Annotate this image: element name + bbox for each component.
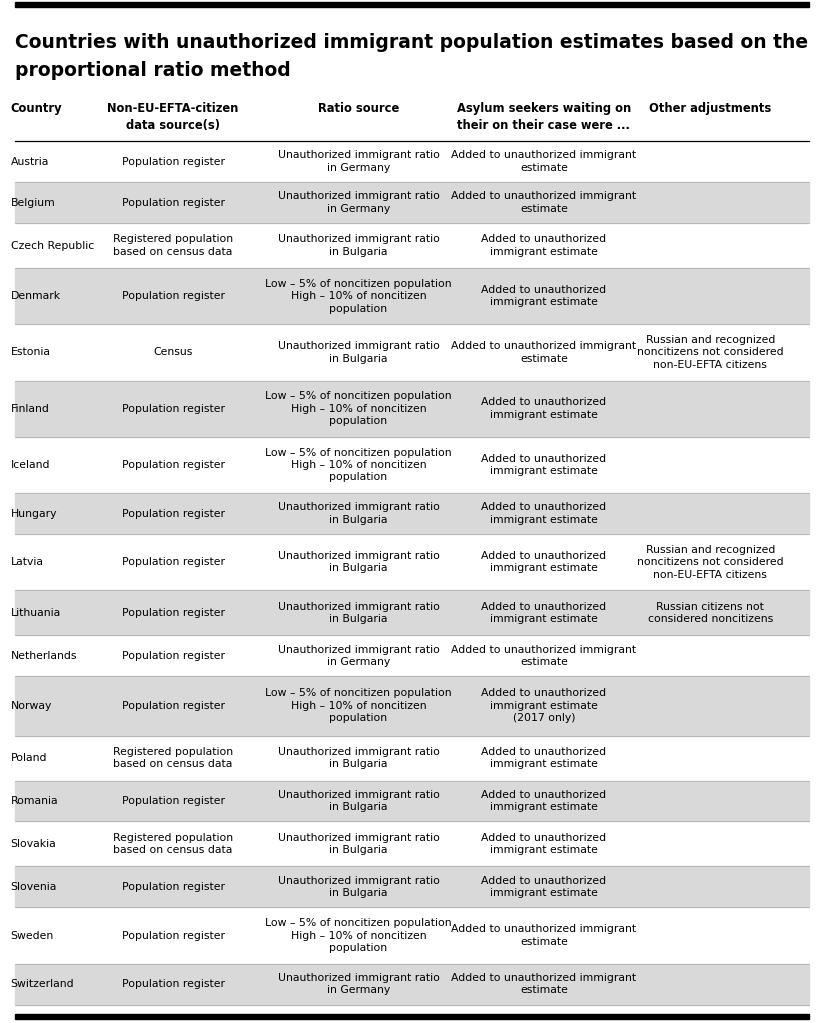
Text: Asylum seekers waiting on
their on their case were ...: Asylum seekers waiting on their on their… <box>456 102 631 132</box>
Text: Added to unauthorized
immigrant estimate: Added to unauthorized immigrant estimate <box>481 833 606 855</box>
Text: Romania: Romania <box>11 796 59 806</box>
Bar <box>15 493 809 534</box>
Bar <box>15 268 809 324</box>
Text: Added to unauthorized immigrant
estimate: Added to unauthorized immigrant estimate <box>452 925 636 946</box>
Bar <box>15 182 809 223</box>
Text: Low – 5% of noncitizen population
High – 10% of noncitizen
population: Low – 5% of noncitizen population High –… <box>265 918 452 953</box>
Text: Registered population
based on census data: Registered population based on census da… <box>113 747 233 769</box>
Text: Added to unauthorized immigrant
estimate: Added to unauthorized immigrant estimate <box>452 644 636 667</box>
Text: Russian and recognized
noncitizens not considered
non-EU-EFTA citizens: Russian and recognized noncitizens not c… <box>637 544 784 580</box>
Text: Iceland: Iceland <box>11 460 50 470</box>
Text: Countries with unauthorized immigrant population estimates based on the: Countries with unauthorized immigrant po… <box>15 33 808 52</box>
Text: Country: Country <box>11 102 63 116</box>
Text: Low – 5% of noncitizen population
High – 10% of noncitizen
population: Low – 5% of noncitizen population High –… <box>265 688 452 723</box>
Text: Population register: Population register <box>121 292 224 301</box>
Text: Belgium: Belgium <box>11 197 55 208</box>
Text: Low – 5% of noncitizen population
High – 10% of noncitizen
population: Low – 5% of noncitizen population High –… <box>265 447 452 483</box>
Text: Added to unauthorized immigrant
estimate: Added to unauthorized immigrant estimate <box>452 973 636 995</box>
Text: Other adjustments: Other adjustments <box>649 102 771 116</box>
Text: Lithuania: Lithuania <box>11 608 61 618</box>
Text: Low – 5% of noncitizen population
High – 10% of noncitizen
population: Low – 5% of noncitizen population High –… <box>265 278 452 314</box>
Text: Unauthorized immigrant ratio
in Bulgaria: Unauthorized immigrant ratio in Bulgaria <box>278 502 439 525</box>
Bar <box>15 381 809 437</box>
Text: Population register: Population register <box>121 460 224 470</box>
Text: Slovakia: Slovakia <box>11 839 57 849</box>
Text: Added to unauthorized
immigrant estimate: Added to unauthorized immigrant estimate <box>481 398 606 419</box>
Text: Netherlands: Netherlands <box>11 651 77 661</box>
Text: Population register: Population register <box>121 157 224 167</box>
Text: Hungary: Hungary <box>11 508 57 519</box>
Text: Registered population
based on census data: Registered population based on census da… <box>113 234 233 257</box>
Text: Added to unauthorized
immigrant estimate: Added to unauthorized immigrant estimate <box>481 790 606 812</box>
Text: Estonia: Estonia <box>11 348 51 357</box>
Text: Unauthorized immigrant ratio
in Bulgaria: Unauthorized immigrant ratio in Bulgaria <box>278 790 439 812</box>
Text: Czech Republic: Czech Republic <box>11 240 94 251</box>
Text: Population register: Population register <box>121 651 224 661</box>
Text: Finland: Finland <box>11 404 49 413</box>
Text: Added to unauthorized
immigrant estimate: Added to unauthorized immigrant estimate <box>481 454 606 476</box>
Text: Low – 5% of noncitizen population
High – 10% of noncitizen
population: Low – 5% of noncitizen population High –… <box>265 391 452 427</box>
Text: Unauthorized immigrant ratio
in Germany: Unauthorized immigrant ratio in Germany <box>278 644 439 667</box>
Text: Poland: Poland <box>11 753 47 763</box>
Text: Population register: Population register <box>121 197 224 208</box>
Text: Population register: Population register <box>121 404 224 413</box>
Text: Added to unauthorized
immigrant estimate
(2017 only): Added to unauthorized immigrant estimate… <box>481 688 606 723</box>
Text: Unauthorized immigrant ratio
in Bulgaria: Unauthorized immigrant ratio in Bulgaria <box>278 876 439 898</box>
Text: Ratio source: Ratio source <box>318 102 399 116</box>
Text: Population register: Population register <box>121 508 224 519</box>
Text: Population register: Population register <box>121 931 224 940</box>
Text: Unauthorized immigrant ratio
in Germany: Unauthorized immigrant ratio in Germany <box>278 973 439 995</box>
Text: Unauthorized immigrant ratio
in Bulgaria: Unauthorized immigrant ratio in Bulgaria <box>278 342 439 363</box>
Text: Population register: Population register <box>121 979 224 989</box>
Text: Population register: Population register <box>121 882 224 892</box>
Bar <box>15 1014 809 1019</box>
Text: Slovenia: Slovenia <box>11 882 57 892</box>
Text: Unauthorized immigrant ratio
in Bulgaria: Unauthorized immigrant ratio in Bulgaria <box>278 602 439 624</box>
Text: Unauthorized immigrant ratio
in Bulgaria: Unauthorized immigrant ratio in Bulgaria <box>278 234 439 257</box>
Text: Unauthorized immigrant ratio
in Germany: Unauthorized immigrant ratio in Germany <box>278 150 439 173</box>
Bar <box>15 590 809 635</box>
Text: Added to unauthorized immigrant
estimate: Added to unauthorized immigrant estimate <box>452 150 636 173</box>
Text: Population register: Population register <box>121 558 224 567</box>
Text: Population register: Population register <box>121 796 224 806</box>
Text: Russian citizens not
considered noncitizens: Russian citizens not considered noncitiz… <box>648 602 773 624</box>
Text: Added to unauthorized immigrant
estimate: Added to unauthorized immigrant estimate <box>452 342 636 363</box>
Text: Norway: Norway <box>11 701 52 711</box>
Text: Added to unauthorized
immigrant estimate: Added to unauthorized immigrant estimate <box>481 551 606 573</box>
Text: proportional ratio method: proportional ratio method <box>15 61 291 81</box>
Text: Population register: Population register <box>121 701 224 711</box>
Bar <box>15 781 809 821</box>
Text: Austria: Austria <box>11 157 49 167</box>
Bar <box>15 866 809 907</box>
Text: Added to unauthorized
immigrant estimate: Added to unauthorized immigrant estimate <box>481 502 606 525</box>
Text: Added to unauthorized
immigrant estimate: Added to unauthorized immigrant estimate <box>481 602 606 624</box>
Bar <box>15 676 809 736</box>
Text: Russian and recognized
noncitizens not considered
non-EU-EFTA citizens: Russian and recognized noncitizens not c… <box>637 335 784 370</box>
Text: Census: Census <box>153 348 193 357</box>
Text: Added to unauthorized immigrant
estimate: Added to unauthorized immigrant estimate <box>452 191 636 214</box>
Text: Non-EU-EFTA-citizen
data source(s): Non-EU-EFTA-citizen data source(s) <box>107 102 239 132</box>
Text: Added to unauthorized
immigrant estimate: Added to unauthorized immigrant estimate <box>481 747 606 769</box>
Text: Added to unauthorized
immigrant estimate: Added to unauthorized immigrant estimate <box>481 285 606 307</box>
Text: Unauthorized immigrant ratio
in Bulgaria: Unauthorized immigrant ratio in Bulgaria <box>278 833 439 855</box>
Text: Sweden: Sweden <box>11 931 54 940</box>
Text: Switzerland: Switzerland <box>11 979 74 989</box>
Text: Added to unauthorized
immigrant estimate: Added to unauthorized immigrant estimate <box>481 876 606 898</box>
Bar <box>15 2 809 7</box>
Text: Unauthorized immigrant ratio
in Bulgaria: Unauthorized immigrant ratio in Bulgaria <box>278 551 439 573</box>
Text: Registered population
based on census data: Registered population based on census da… <box>113 833 233 855</box>
Text: Unauthorized immigrant ratio
in Bulgaria: Unauthorized immigrant ratio in Bulgaria <box>278 747 439 769</box>
Text: Denmark: Denmark <box>11 292 61 301</box>
Text: Latvia: Latvia <box>11 558 44 567</box>
Text: Population register: Population register <box>121 608 224 618</box>
Text: Added to unauthorized
immigrant estimate: Added to unauthorized immigrant estimate <box>481 234 606 257</box>
Bar <box>15 964 809 1005</box>
Text: Unauthorized immigrant ratio
in Germany: Unauthorized immigrant ratio in Germany <box>278 191 439 214</box>
